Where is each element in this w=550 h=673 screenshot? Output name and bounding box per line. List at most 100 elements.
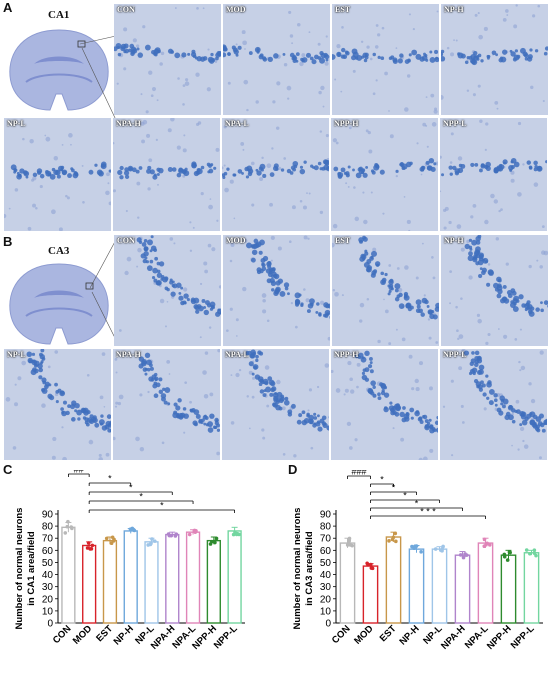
micrograph-image xyxy=(114,4,221,115)
brain-section-a xyxy=(9,29,109,111)
data-point xyxy=(482,544,487,549)
y-tick-label: 0 xyxy=(325,619,331,630)
y-tick-label: 50 xyxy=(320,558,332,569)
y-tick-label: 70 xyxy=(320,534,332,545)
data-point xyxy=(112,537,116,542)
micrograph-label: NPP-H xyxy=(334,119,359,128)
data-point xyxy=(505,558,510,562)
y-tick-label: 10 xyxy=(320,606,332,617)
y-tick-label: 40 xyxy=(42,570,54,581)
data-point xyxy=(150,537,154,541)
region-label-ca1: CA1 xyxy=(48,9,70,21)
micrograph-image xyxy=(441,235,548,346)
x-tick-label: NP-H xyxy=(112,623,136,647)
y-tick-label: 90 xyxy=(42,510,54,521)
bar-np-l xyxy=(431,548,448,624)
data-point xyxy=(86,541,91,545)
micrograph-est: EST xyxy=(332,4,439,115)
data-point xyxy=(174,532,179,537)
y-tick-label: 10 xyxy=(42,606,54,617)
data-point xyxy=(419,550,423,554)
y-axis-label: in CA3 area/field xyxy=(304,531,315,606)
y-tick-label: 50 xyxy=(42,558,54,569)
micrograph-image xyxy=(332,4,439,115)
y-tick-label: 20 xyxy=(42,594,54,605)
micrograph-npp-l: NPP-L xyxy=(440,349,547,460)
micrograph-npa-h: NPA-H xyxy=(113,118,220,231)
x-tick-label: NPA-H xyxy=(149,623,178,652)
bar-npa-h xyxy=(165,533,180,624)
x-tick-label: NPA-H xyxy=(439,623,468,652)
data-point xyxy=(69,525,74,529)
region-label-ca3: CA3 xyxy=(48,245,70,257)
micrograph-con: CON xyxy=(114,235,221,346)
micrograph-label: NPP-H xyxy=(334,350,359,359)
micrograph-label: NPA-L xyxy=(225,350,249,359)
micrograph-label: NPA-H xyxy=(116,119,141,128)
x-tick-label: CON xyxy=(51,623,74,646)
micrograph-label: NP-L xyxy=(7,350,26,359)
data-point xyxy=(482,537,487,542)
micrograph-label: NPP-L xyxy=(443,119,467,128)
data-point xyxy=(66,519,70,524)
data-point xyxy=(413,544,417,548)
significance-label: * xyxy=(139,492,143,502)
micrograph-mod: MOD xyxy=(223,4,330,115)
data-point xyxy=(348,543,353,547)
micrograph-np-h: NP-H xyxy=(441,4,548,115)
bar-mod xyxy=(362,565,379,624)
bar-con xyxy=(339,542,356,624)
bar-np-h xyxy=(123,530,138,624)
significance-label: ## xyxy=(74,470,84,475)
y-tick-label: 60 xyxy=(42,546,54,557)
y-axis-label: in CA1 area/field xyxy=(26,531,37,606)
micrograph-image xyxy=(113,118,220,231)
data-point xyxy=(502,554,507,559)
bar-npa-l xyxy=(477,542,494,624)
y-tick-label: 80 xyxy=(42,522,54,533)
micrograph-label: CON xyxy=(117,236,135,245)
significance-label: * * * xyxy=(420,507,436,517)
y-tick-label: 80 xyxy=(320,522,332,533)
micrograph-image xyxy=(440,349,547,460)
significance-label: * xyxy=(108,474,112,484)
micrograph-label: MOD xyxy=(226,236,246,245)
significance-label: * xyxy=(403,491,407,501)
data-point xyxy=(169,533,174,538)
significance-label: * xyxy=(415,499,419,509)
micrograph-npa-l: NPA-L xyxy=(222,349,329,460)
micrograph-est: EST xyxy=(332,235,439,346)
x-tick-label: MOD xyxy=(71,623,95,647)
panel-label-c: C xyxy=(3,462,13,477)
data-point xyxy=(368,562,373,567)
micrograph-image xyxy=(223,235,330,346)
micrograph-image xyxy=(113,349,220,460)
data-point xyxy=(104,536,109,541)
data-point xyxy=(90,543,95,548)
micrograph-np-h: NP-H xyxy=(441,235,548,346)
data-point xyxy=(85,546,90,550)
data-point xyxy=(152,539,157,543)
data-point xyxy=(391,535,396,540)
data-point xyxy=(458,553,463,557)
panel-label-d: D xyxy=(288,462,298,477)
bar-np-l xyxy=(144,541,159,624)
micrograph-np-l: NP-L xyxy=(4,118,111,231)
bar-npa-l xyxy=(185,531,201,624)
micrograph-npp-l: NPP-L xyxy=(440,118,547,231)
micrograph-image xyxy=(114,235,221,346)
data-point xyxy=(532,548,537,552)
micrograph-image xyxy=(222,349,329,460)
micrograph-label: MOD xyxy=(226,5,246,14)
micrograph-label: NP-L xyxy=(7,119,26,128)
x-tick-label: MOD xyxy=(352,623,376,647)
data-point xyxy=(128,527,133,531)
micrograph-npp-h: NPP-H xyxy=(331,349,438,460)
data-point xyxy=(88,547,93,551)
micrograph-label: NPA-H xyxy=(116,350,141,359)
data-point xyxy=(365,561,369,566)
micrograph-image xyxy=(223,4,330,115)
data-point xyxy=(345,543,350,547)
bar-npp-l xyxy=(523,552,540,624)
